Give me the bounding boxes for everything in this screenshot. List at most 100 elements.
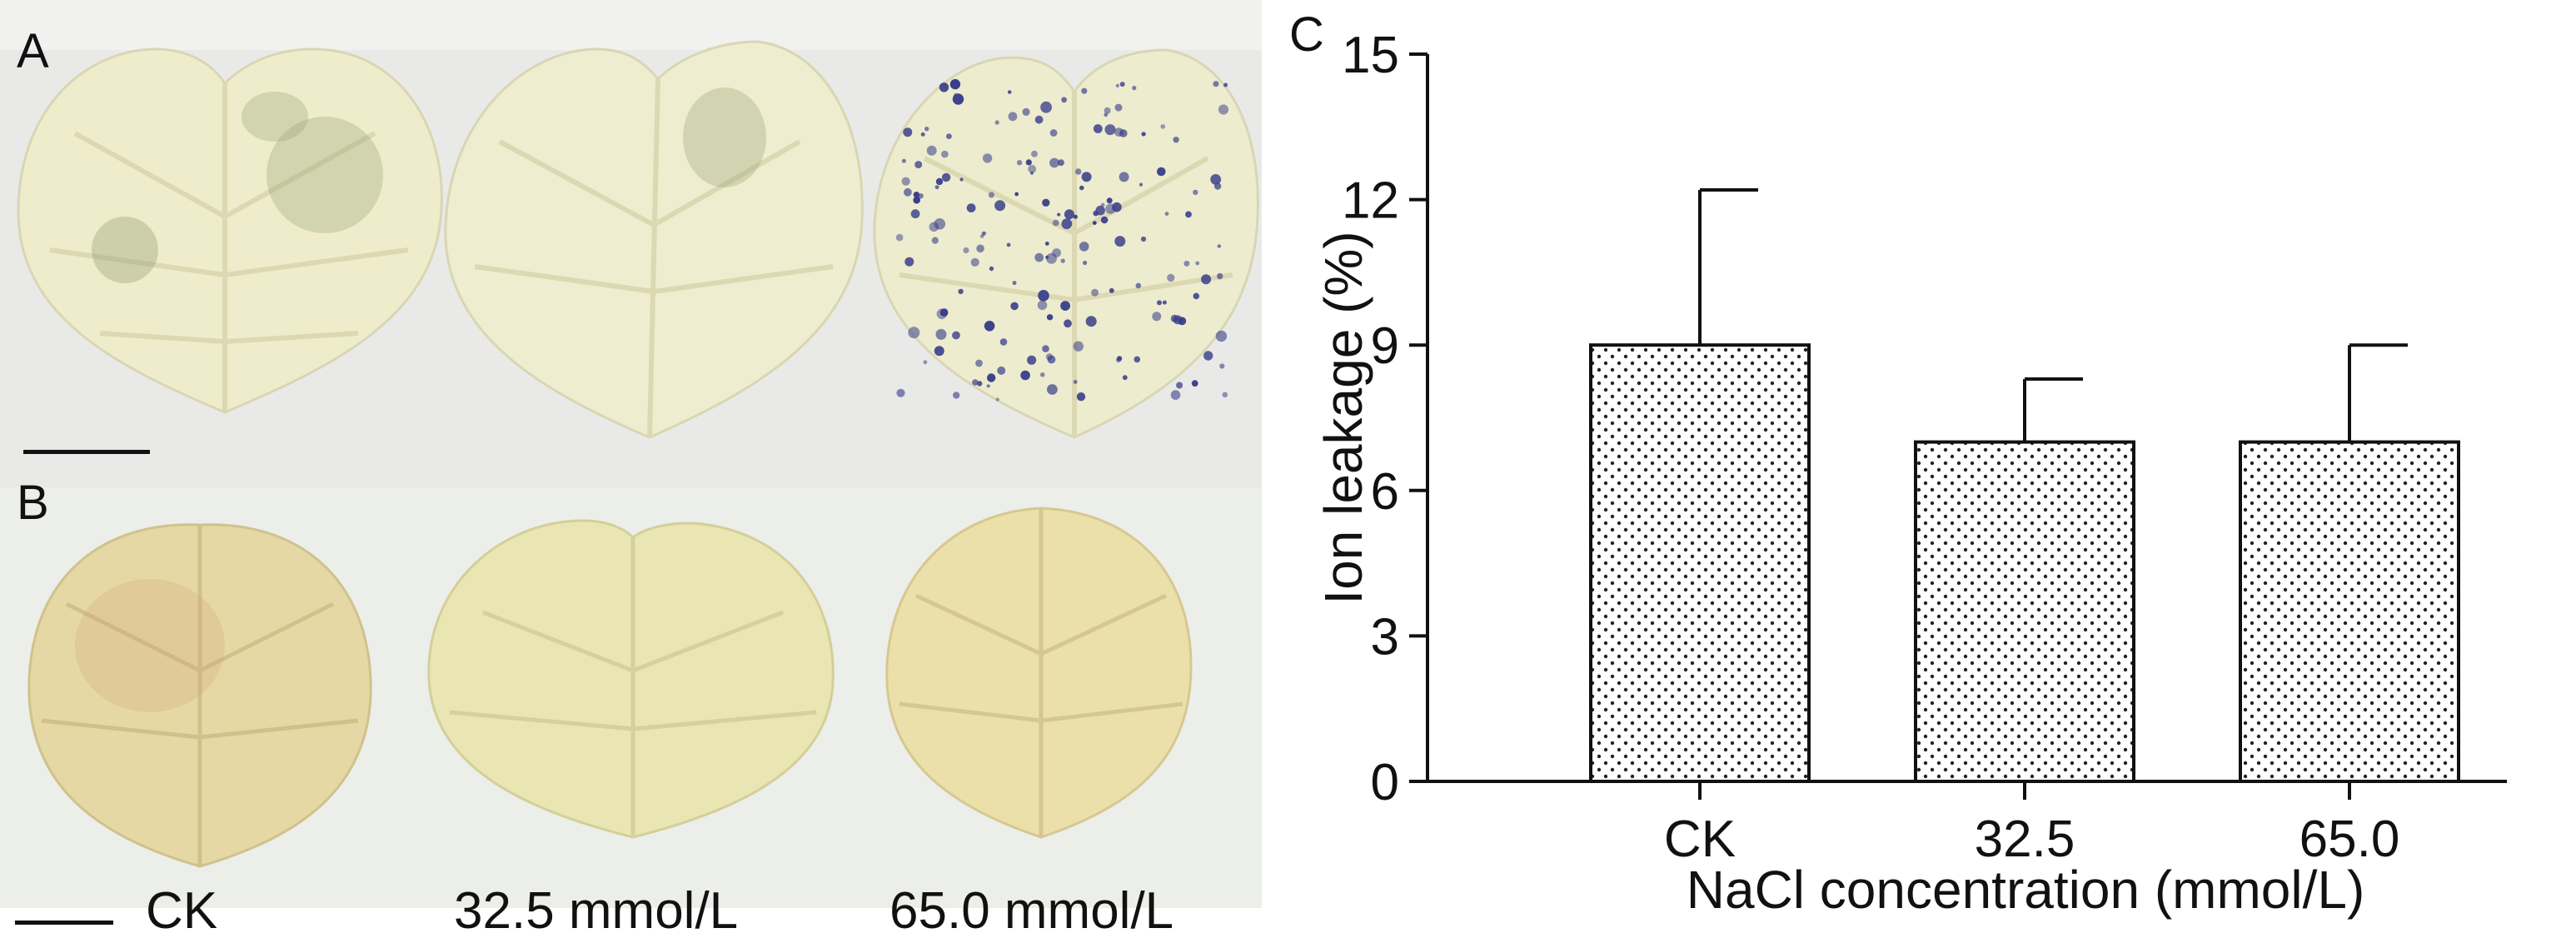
stain-spot [1191,380,1198,387]
stain-spot [1104,124,1116,136]
stain-spot [1100,202,1105,207]
stain-spot [1135,282,1142,289]
stain-spot [1170,390,1181,400]
stain-spot [1037,300,1048,311]
stain-spot [1081,87,1088,94]
stain-spot [908,327,920,339]
stain-spot [1193,189,1198,196]
panel-c-letter: C [1289,7,1324,62]
stain-spot [1057,159,1064,167]
stain-spot [1114,127,1124,137]
stain-spot [988,192,994,198]
stain-spot [939,82,949,92]
stain-spot [1027,355,1037,365]
stain-spot [1034,252,1044,262]
stain-spot [1218,104,1229,115]
stain-spot [994,120,999,125]
stain-spot [1222,392,1228,398]
stain-spot [931,237,939,244]
stain-spot [1040,372,1045,377]
stain-spot [901,158,906,163]
stain-spot [1046,314,1054,321]
x-tick-label: 65.0 [2299,811,2400,868]
stain-spot [1109,287,1114,293]
stain-spot [1140,236,1147,242]
photo-a-highlight [0,0,1262,50]
stain-spot [954,92,958,97]
stain-spot [995,397,999,402]
chart-bars [1589,187,2460,783]
stain-spot [1106,197,1113,204]
leaf-label-32-5: 32.5 mmol/L [454,882,739,940]
stain-spot [1114,103,1123,112]
stain-spot [1038,290,1049,302]
stain-spot [1195,261,1200,266]
x-tick-label: CK [1664,811,1736,868]
stain-spot [994,200,1006,212]
stain-spot [959,177,964,182]
stain-spot [1219,363,1225,369]
stain-spot [1045,353,1054,361]
stain-spot [1152,312,1162,322]
stain-spot [1217,244,1222,248]
stain-spot [1073,214,1078,219]
stain-spot [1075,168,1082,175]
stain-spot [1031,150,1038,157]
stain-spot [934,185,939,190]
y-axis-title: Ion leakage (%) [1313,231,1373,604]
stain-spot [1073,341,1084,352]
stain-spot [979,234,984,238]
stain-spot [941,150,949,158]
stain-spot [1134,356,1141,363]
stain-spot [1079,185,1084,191]
stain-spot [904,257,914,267]
stain-spot [901,177,910,186]
leaf-b-ck [27,523,372,868]
stain-spot [941,172,951,182]
stain-spot [895,233,904,242]
stain-spot [1210,174,1222,185]
stain-spots-blue [895,78,1229,402]
stain-spot [1085,316,1097,327]
stain-spot [1042,198,1050,207]
stain-spot [970,257,979,267]
stain-spot [1203,351,1213,361]
y-tick-label: 6 [1371,463,1399,521]
leaf-b-32-5 [427,519,835,839]
stain-spot [903,127,913,137]
stain-spot [966,203,976,213]
stain-spot [1020,370,1030,381]
stain-spot [989,266,994,272]
stain-spot [1006,242,1011,247]
stain-spot [949,78,961,90]
stain-spot [1183,260,1190,267]
stain-spot [929,222,939,232]
stain-spot [1008,112,1018,122]
stain-spot [1060,258,1065,263]
stain-spot [913,196,920,204]
stain-spot [935,177,944,186]
stain-spot [923,360,928,365]
stain-spot [1164,212,1169,216]
stain-spot [1115,83,1119,87]
stain-spot [1064,209,1074,220]
y-tick-label: 0 [1371,754,1399,811]
stain-spot [904,187,912,197]
stain-spot [1119,172,1129,182]
bar [1914,440,2135,783]
stain-spot [1022,107,1030,116]
y-tick-label: 3 [1371,608,1399,666]
stain-spot [1093,124,1103,133]
stain-spot [1157,300,1162,306]
stain-spot [1157,167,1166,177]
stain-spot [1061,97,1067,103]
stain-spot [1025,159,1032,166]
stain-spot [1073,380,1078,384]
stain-spot [1057,212,1061,217]
stain-spot [1160,124,1165,129]
stain-spot [1185,211,1192,218]
stain-spot [920,132,925,137]
x-tick-label: 32.5 [1975,811,2075,868]
